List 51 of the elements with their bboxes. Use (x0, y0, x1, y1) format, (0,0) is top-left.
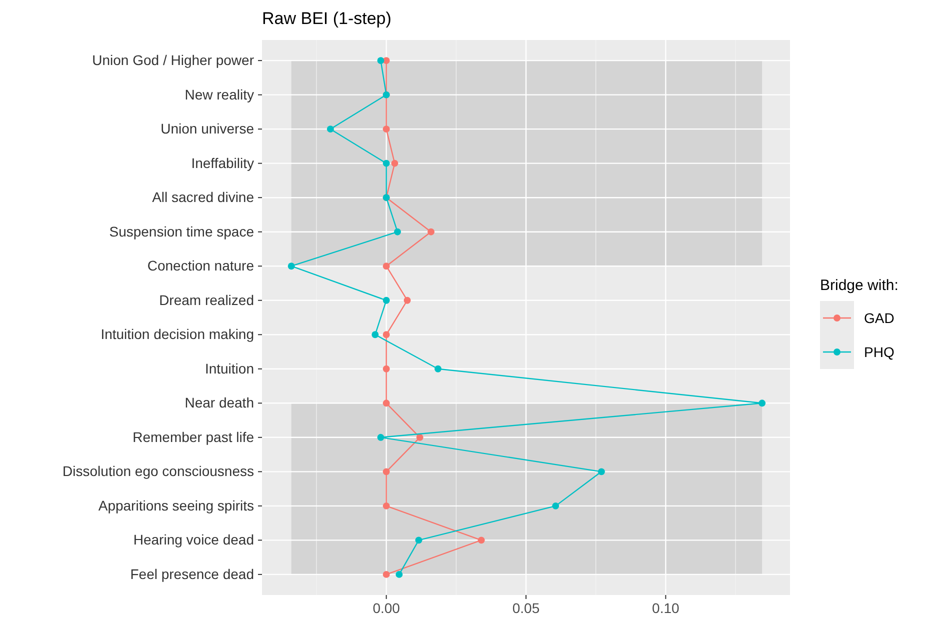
point (382, 126, 390, 133)
y-tick-label: Intuition (204, 360, 254, 376)
y-tick-label: Near death (184, 394, 254, 411)
point (404, 296, 411, 304)
point (434, 365, 442, 372)
x-tick-label: 0.05 (512, 600, 540, 616)
y-tick-label: Intuition decision making (100, 326, 254, 342)
y-tick-label: Union God / Higher power (92, 52, 254, 68)
point (382, 57, 390, 64)
y-tick-label: Hearing voice dead (133, 532, 254, 548)
y-tick-label: All sacred divine (152, 189, 254, 206)
point (478, 536, 485, 544)
legend-title: Bridge with: (820, 277, 898, 294)
point (382, 468, 390, 476)
point (382, 331, 390, 338)
point (382, 400, 390, 407)
y-tick-label: Dream realized (159, 292, 254, 308)
point (382, 160, 390, 167)
point (758, 400, 766, 407)
point (377, 434, 384, 441)
point (377, 57, 384, 64)
y-tick-label: Conection nature (147, 258, 254, 274)
y-tick-label: Feel presence dead (130, 566, 254, 582)
chart-title: Raw BEI (1-step) (262, 9, 392, 28)
point (382, 570, 390, 578)
y-tick-label: Apparitions seeing spirits (98, 497, 254, 514)
legend-label: PHQ (864, 344, 894, 360)
y-tick-label: Suspension time space (109, 223, 254, 240)
y-tick-label: Dissolution ego consciousness (62, 463, 254, 480)
point (372, 331, 379, 338)
point (415, 536, 422, 544)
y-tick-label: Union universe (160, 120, 254, 137)
y-tick-label: New reality (184, 86, 254, 102)
point (382, 296, 390, 304)
point (428, 228, 434, 236)
point (382, 262, 390, 270)
legend-label: GAD (864, 310, 894, 326)
x-tick-label: 0.10 (652, 600, 680, 616)
point (598, 468, 605, 476)
point (288, 262, 295, 270)
point (326, 126, 334, 133)
y-tick-label: Ineffability (191, 154, 254, 171)
point (416, 434, 424, 441)
point (552, 502, 560, 510)
point (391, 160, 398, 167)
point (396, 570, 403, 578)
point (382, 502, 390, 510)
point (394, 228, 401, 236)
y-tick-label: Remember past life (132, 428, 254, 445)
x-tick-label: 0.00 (372, 600, 400, 616)
point (382, 365, 390, 372)
